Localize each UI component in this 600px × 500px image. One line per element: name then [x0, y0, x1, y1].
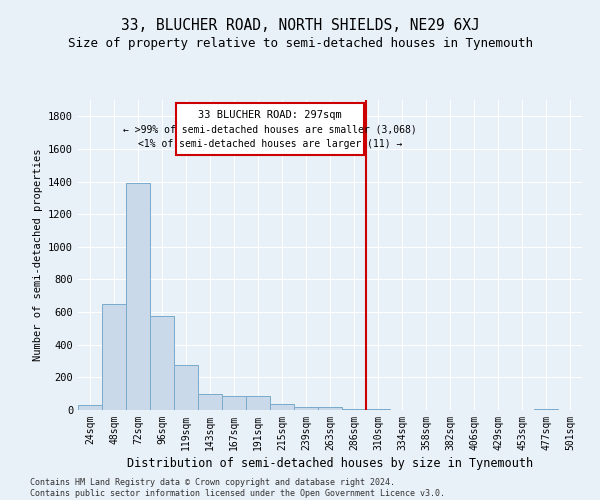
X-axis label: Distribution of semi-detached houses by size in Tynemouth: Distribution of semi-detached houses by … [127, 457, 533, 470]
Bar [534, 409, 558, 410]
Bar [270, 404, 294, 410]
Y-axis label: Number of semi-detached properties: Number of semi-detached properties [32, 149, 43, 361]
Text: ← >99% of semi-detached houses are smaller (3,068): ← >99% of semi-detached houses are small… [123, 124, 417, 134]
Bar [342, 409, 366, 410]
Bar [222, 396, 246, 410]
Text: <1% of semi-detached houses are larger (11) →: <1% of semi-detached houses are larger (… [138, 139, 402, 149]
FancyBboxPatch shape [176, 104, 364, 156]
Bar [78, 405, 102, 410]
Bar [126, 183, 150, 410]
Bar [318, 406, 342, 410]
Text: Size of property relative to semi-detached houses in Tynemouth: Size of property relative to semi-detach… [67, 38, 533, 51]
Bar [366, 409, 390, 410]
Bar [246, 396, 270, 410]
Bar [102, 304, 126, 410]
Bar [150, 316, 174, 410]
Text: 33 BLUCHER ROAD: 297sqm: 33 BLUCHER ROAD: 297sqm [198, 110, 342, 120]
Bar [174, 365, 198, 410]
Bar [198, 394, 222, 410]
Text: Contains HM Land Registry data © Crown copyright and database right 2024.
Contai: Contains HM Land Registry data © Crown c… [30, 478, 445, 498]
Text: 33, BLUCHER ROAD, NORTH SHIELDS, NE29 6XJ: 33, BLUCHER ROAD, NORTH SHIELDS, NE29 6X… [121, 18, 479, 32]
Bar [294, 406, 318, 410]
